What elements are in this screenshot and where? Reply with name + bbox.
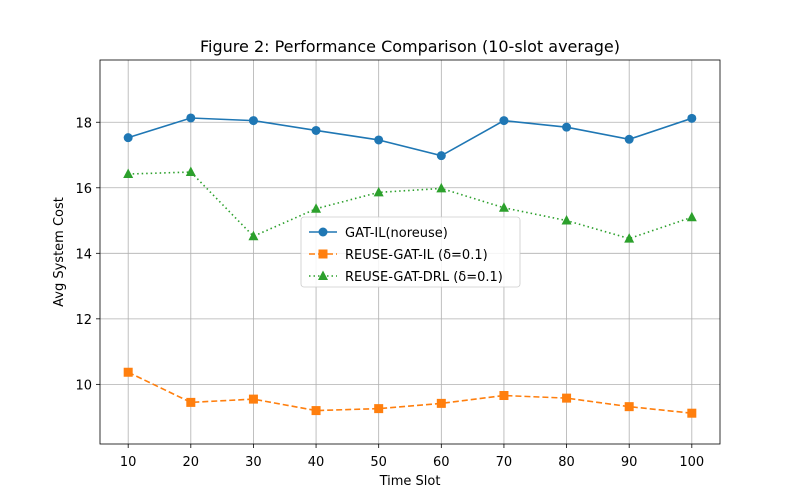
- chart-title: Figure 2: Performance Comparison (10-slo…: [200, 37, 620, 56]
- data-point: [186, 113, 196, 123]
- data-point: [436, 398, 446, 408]
- y-tick-label: 12: [75, 313, 92, 328]
- series-line: [127, 371, 692, 414]
- x-tick-label: 60: [433, 455, 450, 470]
- legend-label: GAT-IL(noreuse): [345, 226, 448, 241]
- series-3: [123, 166, 697, 243]
- data-point: [123, 168, 134, 179]
- data-point: [311, 406, 321, 416]
- legend-item: REUSE-GAT-IL (δ=0.1): [309, 248, 488, 263]
- data-point: [311, 203, 322, 213]
- data-point: [248, 394, 258, 404]
- data-point: [687, 408, 697, 418]
- x-tick-label: 70: [496, 455, 513, 470]
- data-point: [561, 215, 572, 225]
- data-point: [374, 135, 384, 145]
- data-point: [499, 391, 509, 401]
- data-point: [436, 182, 447, 193]
- y-axis-label: Avg System Cost: [52, 197, 67, 307]
- x-tick-label: 30: [245, 455, 262, 470]
- data-point: [185, 166, 196, 177]
- data-point: [311, 125, 321, 135]
- x-tick-label: 80: [558, 455, 575, 470]
- x-tick-label: 40: [308, 455, 325, 470]
- data-point: [562, 122, 572, 132]
- series-line: [127, 117, 693, 157]
- legend-marker: [318, 249, 328, 259]
- x-tick-label: 100: [679, 455, 704, 470]
- legend-item: REUSE-GAT-DRL (δ=0.1): [309, 270, 503, 285]
- data-point: [686, 211, 697, 222]
- data-point: [123, 133, 133, 143]
- data-point: [186, 397, 196, 407]
- series-2: [123, 367, 697, 418]
- data-point: [687, 113, 697, 123]
- data-point: [624, 402, 634, 412]
- legend-marker: [318, 227, 328, 237]
- data-point: [624, 233, 635, 243]
- data-point: [373, 186, 384, 197]
- y-tick-label: 16: [75, 182, 92, 197]
- y-tick-label: 14: [75, 247, 92, 262]
- data-point: [498, 202, 509, 212]
- y-tick-label: 10: [75, 378, 92, 393]
- data-point: [624, 134, 634, 144]
- plot-frame: [99, 59, 721, 445]
- series-1: [123, 113, 697, 161]
- series-layer: [123, 113, 697, 418]
- x-tick-label: 20: [183, 455, 200, 470]
- legend: GAT-IL(noreuse) REUSE-GAT-IL (δ=0.1) REUSE…: [300, 216, 521, 288]
- data-point: [562, 393, 572, 403]
- legend-box: [300, 216, 521, 288]
- data-point: [499, 116, 509, 126]
- data-point: [123, 367, 133, 377]
- data-point: [248, 116, 258, 126]
- y-tick-label: 18: [75, 116, 92, 131]
- x-tick-label: 90: [621, 455, 638, 470]
- data-point: [374, 404, 384, 414]
- data-point: [248, 230, 259, 241]
- data-point: [436, 151, 446, 161]
- legend-marker: [318, 270, 328, 280]
- legend-label: REUSE-GAT-IL (δ=0.1): [345, 248, 488, 263]
- legend-label: REUSE-GAT-DRL (δ=0.1): [345, 270, 503, 285]
- x-tick-label: 10: [120, 455, 137, 470]
- x-tick-label: 50: [370, 455, 387, 470]
- axis-ticks: 10 20 30 40 50 60 70 80 90 100 10 12 14 16 18: [75, 116, 704, 470]
- x-axis-label: Time Slot: [379, 474, 441, 489]
- legend-item: GAT-IL(noreuse): [309, 226, 448, 241]
